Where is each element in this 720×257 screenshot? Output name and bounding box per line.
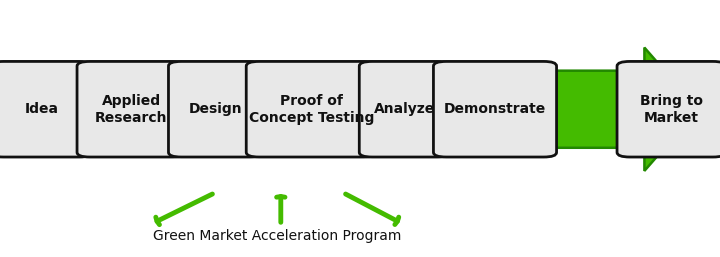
Polygon shape <box>83 48 698 171</box>
FancyBboxPatch shape <box>617 61 720 157</box>
Text: Idea: Idea <box>24 102 58 116</box>
Text: Bring to
Market: Bring to Market <box>640 94 703 125</box>
FancyBboxPatch shape <box>433 61 557 157</box>
Text: Design: Design <box>189 102 243 116</box>
FancyBboxPatch shape <box>168 61 263 157</box>
FancyBboxPatch shape <box>0 61 92 157</box>
Text: Green Market Acceleration Program: Green Market Acceleration Program <box>153 230 401 243</box>
Text: Analyze: Analyze <box>374 102 436 116</box>
Text: Applied
Research: Applied Research <box>95 94 168 125</box>
Text: Proof of
Concept Testing: Proof of Concept Testing <box>248 94 374 125</box>
FancyBboxPatch shape <box>77 61 186 157</box>
Text: Demonstrate: Demonstrate <box>444 102 546 116</box>
FancyBboxPatch shape <box>359 61 450 157</box>
FancyBboxPatch shape <box>246 61 377 157</box>
